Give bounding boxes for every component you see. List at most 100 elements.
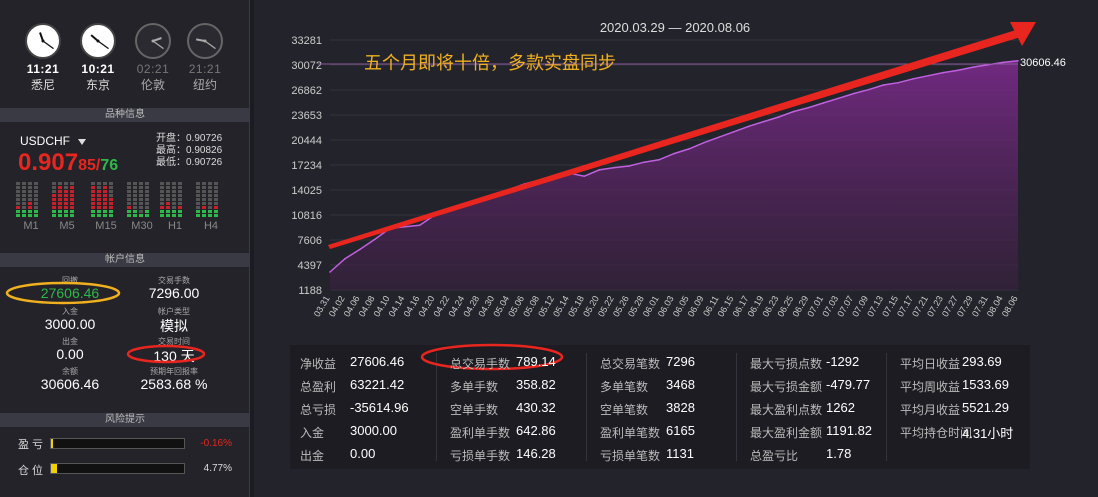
symbol-select[interactable]: USDCHF <box>20 134 86 148</box>
meter-segment <box>133 210 137 213</box>
meter-segment <box>28 186 32 189</box>
timeframe-m15[interactable]: M15 <box>95 220 117 232</box>
meter-segment <box>52 186 56 189</box>
clock-icon <box>25 23 61 59</box>
timeframe-h1[interactable]: H1 <box>167 220 183 232</box>
stat-label: 亏损单手数 <box>450 449 511 463</box>
meter-segment <box>196 186 200 189</box>
meter-segment <box>145 214 149 217</box>
equity-point <box>927 74 930 77</box>
chevron-down-icon <box>78 138 86 145</box>
high-row: 最高：0.90826 <box>156 145 222 157</box>
meter-segment <box>208 182 212 185</box>
meter-segment <box>58 190 62 193</box>
meter-segment <box>166 186 170 189</box>
time-value: 130 天 <box>153 348 195 364</box>
clock-time: 21:21 <box>188 62 222 76</box>
low-row: 最低：0.90726 <box>156 157 222 169</box>
meter-segment <box>70 190 74 193</box>
equity-point <box>418 224 421 227</box>
meter-segment <box>34 186 38 189</box>
meter-segment <box>214 182 218 185</box>
y-tick-label: 20444 <box>291 135 322 147</box>
meter-segment <box>202 182 206 185</box>
stat-value: 430.32 <box>516 400 556 415</box>
sidebar: 11:21 悉尼 10:21 东京 02:21 伦敦 21:21 纽约 品种信息… <box>0 0 250 497</box>
meter-segment <box>202 186 206 189</box>
stat-label: 多单笔数 <box>600 380 649 394</box>
meter-segment <box>145 210 149 213</box>
timeframe-h4[interactable]: H4 <box>203 220 219 232</box>
risk-pos-pct: 4.77% <box>203 463 232 474</box>
meter-segment <box>196 202 200 205</box>
meter-segment <box>127 186 131 189</box>
meter-segment <box>52 198 56 201</box>
meter-segment <box>64 214 68 217</box>
meter-segment <box>166 202 170 205</box>
meter-segment <box>139 214 143 217</box>
meter-segment <box>34 194 38 197</box>
meter-segment <box>16 198 20 201</box>
annual-label: 预期年回报率 <box>150 367 198 376</box>
stat-value: 3000.00 <box>350 423 397 438</box>
meter-segment <box>64 202 68 205</box>
timeframe-m5[interactable]: M5 <box>59 220 75 232</box>
stat-value: -479.77 <box>826 377 871 392</box>
equity-point <box>733 130 735 133</box>
meter-segment <box>16 210 20 213</box>
type-value: 模拟 <box>160 318 188 334</box>
stat-value: 1262 <box>826 400 855 415</box>
stat-value: 4.31小时 <box>962 426 1014 441</box>
stat-value: 5521.29 <box>962 400 1009 415</box>
meter-segment <box>166 194 170 197</box>
meter-segment <box>133 206 137 209</box>
meter-segment <box>172 210 176 213</box>
time-label: 交易时间 <box>158 337 190 346</box>
signal-meter <box>127 180 151 218</box>
meter-segment <box>133 214 137 217</box>
meter-segment <box>133 194 137 197</box>
clock-tokyo: 10:21 东京 <box>73 22 123 93</box>
equity-point <box>882 84 885 86</box>
stat-label: 总交易手数 <box>450 357 511 371</box>
open-label: 开盘： <box>156 133 186 144</box>
meter-segment <box>34 182 38 185</box>
stat-label: 盈利单笔数 <box>600 426 661 440</box>
equity-chart: 2020.03.29 — 2020.08.06 1188 4397 7606 1081… <box>291 20 1065 319</box>
chart-title: 2020.03.29 — 2020.08.06 <box>600 20 750 35</box>
y-tick-label: 10816 <box>291 210 322 222</box>
trend-arrow-head <box>1010 22 1036 46</box>
meter-segment <box>160 214 164 217</box>
timeframe-m1[interactable]: M1 <box>23 220 39 232</box>
meter-segment <box>58 206 62 209</box>
meter-segment <box>103 214 107 217</box>
meter-segment <box>166 190 170 193</box>
balance-value: 30606.46 <box>40 376 100 392</box>
equity-point <box>1017 60 1019 62</box>
meter-segment <box>97 206 101 209</box>
meter-segment <box>160 206 164 209</box>
trades-value: 7296.00 <box>148 285 200 301</box>
equity-point <box>792 110 795 113</box>
meter-segment <box>103 182 107 185</box>
meter-segment <box>178 194 182 197</box>
clock-newyork: 21:21 纽约 <box>180 22 230 93</box>
open-row: 开盘：0.90726 <box>156 133 222 145</box>
meter-segment <box>64 182 68 185</box>
meter-segment <box>196 194 200 197</box>
equity-point <box>777 116 780 118</box>
equity-point <box>867 88 870 91</box>
stat-label: 出金 <box>300 449 325 463</box>
risk-pnl-label: 盈 亏 <box>18 439 44 451</box>
stat-value: 63221.42 <box>350 377 405 392</box>
meter-segment <box>22 214 26 217</box>
meter-segment <box>16 194 20 197</box>
world-clocks: 11:21 悉尼 10:21 东京 02:21 伦敦 21:21 纽约 <box>0 0 250 105</box>
meter-segment <box>28 190 32 193</box>
risk-pos-bar <box>50 463 185 474</box>
timeframe-m30[interactable]: M30 <box>131 220 153 232</box>
price-red: 85 <box>78 157 96 174</box>
meter-segment <box>139 194 143 197</box>
clock-icon <box>135 23 171 59</box>
meter-segment <box>172 206 176 209</box>
